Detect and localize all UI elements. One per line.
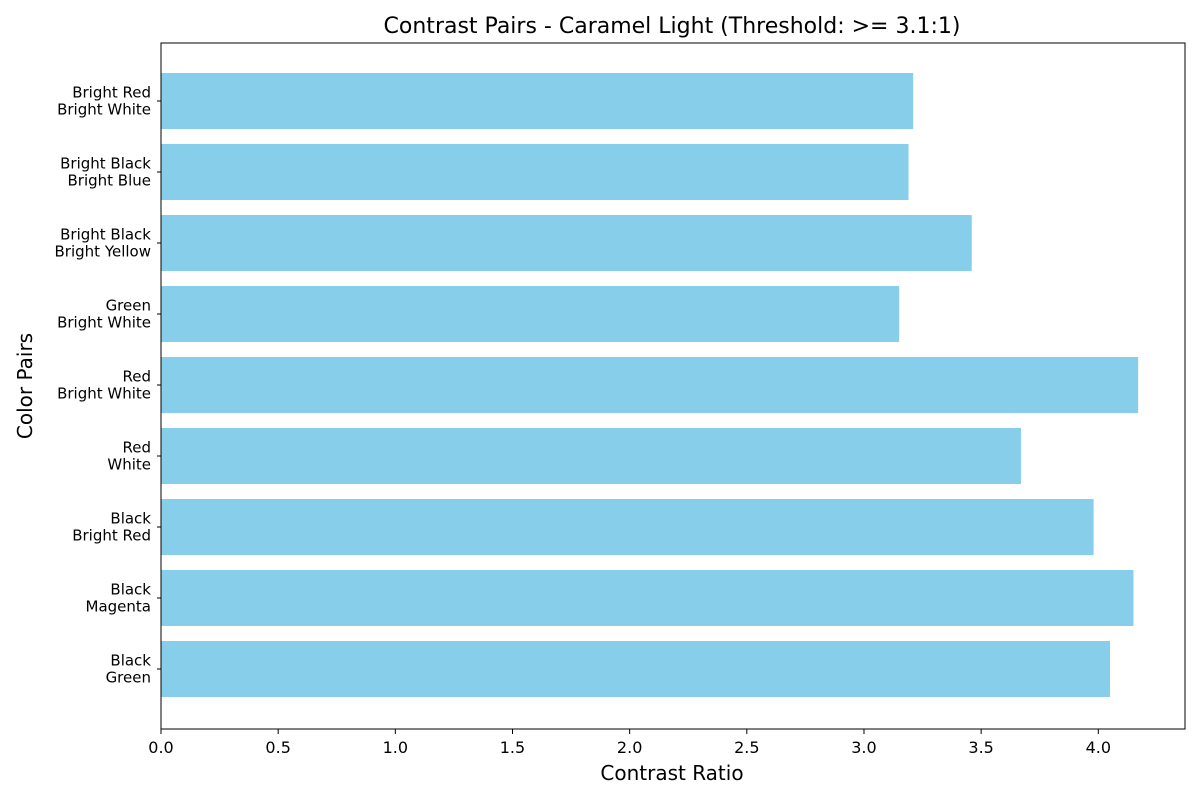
y-tick-label: Red Bright White	[57, 368, 151, 403]
y-tick-label: Bright Black Bright Yellow	[55, 226, 152, 261]
y-tick-label-line: Black	[110, 581, 151, 599]
y-tick-label-line: White	[107, 456, 151, 474]
x-tick-label: 3.5	[968, 738, 993, 757]
x-tick-label: 3.0	[851, 738, 876, 757]
x-axis-label: Contrast Ratio	[600, 761, 743, 785]
y-tick-label-line: Red	[123, 368, 152, 386]
x-tick-label: 0.5	[265, 738, 290, 757]
y-tick-label-line: Bright White	[57, 314, 151, 332]
x-axis: 0.0 0.5 1.0 1.5 2.0 2.5 3.0 3.5 4.0	[148, 729, 1111, 757]
chart-title: Contrast Pairs - Caramel Light (Threshol…	[384, 14, 961, 39]
x-tick-label: 1.0	[383, 738, 408, 757]
y-axis-label: Color Pairs	[13, 333, 37, 439]
x-tick-label: 4.0	[1086, 738, 1111, 757]
bar	[161, 641, 1111, 697]
bar	[161, 357, 1139, 413]
bar	[161, 428, 1021, 484]
y-tick-label: Bright Red Bright White	[57, 84, 151, 119]
bars-layer	[161, 73, 1139, 697]
y-tick-label: Red White	[107, 439, 151, 474]
plot-frame	[160, 42, 1186, 730]
y-tick-label-line: Black	[110, 652, 151, 670]
y-tick-label: Black Green	[106, 652, 152, 687]
bar	[161, 73, 914, 129]
y-tick-label-line: Magenta	[86, 598, 151, 616]
y-tick-label-line: Bright Blue	[68, 172, 152, 190]
bar	[161, 570, 1134, 626]
y-tick-label: Black Bright Red	[72, 510, 151, 545]
x-tick-label: 2.0	[617, 738, 642, 757]
y-tick-label-line: Bright Yellow	[55, 243, 151, 261]
y-tick-label-line: Bright Black	[60, 155, 151, 173]
y-tick-label-line: Red	[123, 439, 152, 457]
bar	[161, 215, 972, 271]
y-tick-label-line: Green	[106, 297, 151, 315]
y-tick-label-line: Bright Red	[72, 84, 151, 102]
y-tick-label: Bright Black Bright Blue	[60, 155, 151, 190]
y-tick-label: Green Bright White	[57, 297, 151, 332]
y-tick-label-line: Bright White	[57, 385, 151, 403]
y-tick-label-line: Bright Black	[60, 226, 151, 244]
y-tick-label-line: Black	[110, 510, 151, 528]
bar	[161, 499, 1094, 555]
x-tick-label: 1.5	[500, 738, 525, 757]
y-tick-label-line: Green	[106, 669, 151, 687]
y-tick-label: Black Magenta	[86, 581, 152, 616]
y-tick-label-line: Bright White	[57, 101, 151, 119]
x-tick-label: 0.0	[148, 738, 173, 757]
bar	[161, 144, 909, 200]
x-tick-label: 2.5	[734, 738, 759, 757]
bar	[161, 286, 900, 342]
y-tick-label-line: Bright Red	[72, 527, 151, 545]
